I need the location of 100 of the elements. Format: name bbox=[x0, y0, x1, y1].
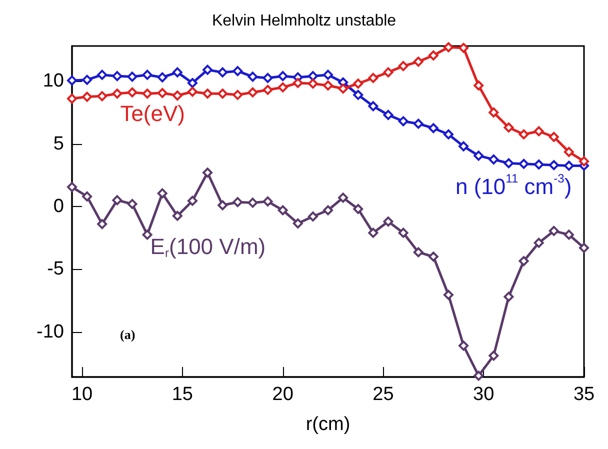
y-tick-label: 10 bbox=[42, 70, 64, 92]
point bbox=[548, 132, 559, 142]
point bbox=[202, 64, 213, 75]
point bbox=[112, 71, 122, 82]
point bbox=[579, 156, 589, 166]
point bbox=[262, 84, 273, 95]
point bbox=[278, 205, 288, 216]
point bbox=[82, 92, 92, 102]
point bbox=[383, 67, 394, 78]
point bbox=[353, 78, 364, 89]
point bbox=[548, 160, 559, 170]
point bbox=[474, 370, 484, 381]
point bbox=[443, 42, 454, 52]
point bbox=[564, 160, 574, 171]
point bbox=[127, 72, 138, 82]
point bbox=[187, 86, 198, 97]
point bbox=[232, 66, 243, 76]
chart-title: Kelvin Helmholtz unstable bbox=[212, 12, 396, 30]
point bbox=[292, 78, 303, 88]
point bbox=[142, 70, 152, 80]
point bbox=[202, 88, 213, 99]
point bbox=[67, 94, 77, 104]
point bbox=[97, 91, 108, 102]
point bbox=[458, 141, 469, 152]
point bbox=[413, 56, 424, 67]
point bbox=[127, 198, 138, 209]
point bbox=[187, 196, 198, 206]
point bbox=[157, 72, 168, 82]
point bbox=[323, 205, 333, 216]
point bbox=[202, 168, 213, 178]
point bbox=[323, 80, 333, 90]
point bbox=[518, 256, 529, 266]
point bbox=[218, 88, 228, 99]
point bbox=[82, 74, 92, 85]
point bbox=[248, 72, 258, 82]
point bbox=[458, 42, 469, 53]
point bbox=[368, 228, 378, 238]
point bbox=[172, 90, 182, 101]
point bbox=[443, 129, 454, 140]
point bbox=[488, 107, 499, 118]
point bbox=[518, 158, 529, 169]
point bbox=[278, 82, 288, 92]
x-tick-label: 35 bbox=[573, 384, 595, 405]
point bbox=[248, 198, 258, 208]
y-tick-label: -10 bbox=[36, 321, 64, 342]
point bbox=[278, 71, 288, 82]
point bbox=[353, 204, 364, 214]
x-tick-label: 15 bbox=[172, 384, 193, 405]
point bbox=[157, 88, 168, 98]
point bbox=[353, 90, 364, 100]
point bbox=[112, 195, 122, 206]
point bbox=[323, 70, 333, 80]
point bbox=[292, 218, 303, 228]
x-axis-title: r(cm) bbox=[306, 414, 350, 435]
point bbox=[458, 340, 469, 351]
point bbox=[97, 70, 108, 80]
point bbox=[82, 191, 92, 202]
y-tick-label: -5 bbox=[47, 258, 64, 280]
point bbox=[368, 72, 378, 83]
point bbox=[112, 88, 122, 99]
y-tick-label: 5 bbox=[53, 133, 64, 154]
point bbox=[172, 210, 182, 221]
point bbox=[157, 188, 168, 198]
point bbox=[142, 88, 152, 99]
point bbox=[142, 230, 152, 240]
point bbox=[368, 101, 378, 112]
y-tick-label: 0 bbox=[53, 196, 64, 217]
point bbox=[218, 200, 228, 210]
point bbox=[383, 216, 394, 227]
point bbox=[579, 242, 589, 253]
point bbox=[488, 154, 499, 164]
point bbox=[428, 50, 438, 60]
point bbox=[262, 196, 273, 206]
x-tick-label: 20 bbox=[272, 384, 294, 405]
point bbox=[488, 350, 499, 361]
x-tick-label: 30 bbox=[473, 384, 494, 405]
point bbox=[262, 72, 273, 83]
point bbox=[232, 197, 243, 208]
point bbox=[338, 84, 348, 94]
point bbox=[474, 150, 484, 161]
point bbox=[67, 75, 77, 86]
point bbox=[504, 122, 514, 132]
point bbox=[413, 118, 424, 129]
point bbox=[548, 226, 559, 236]
point bbox=[504, 158, 514, 168]
point bbox=[413, 247, 424, 258]
point bbox=[564, 146, 574, 157]
point bbox=[518, 129, 529, 140]
point bbox=[232, 90, 243, 100]
point bbox=[218, 67, 228, 78]
point bbox=[398, 116, 408, 126]
point bbox=[564, 230, 574, 240]
x-tick-label: 25 bbox=[372, 384, 394, 405]
point bbox=[187, 78, 198, 88]
point bbox=[127, 87, 138, 98]
point bbox=[308, 71, 318, 82]
point bbox=[428, 252, 438, 262]
point bbox=[398, 228, 408, 238]
point bbox=[97, 219, 108, 230]
point bbox=[534, 159, 544, 170]
